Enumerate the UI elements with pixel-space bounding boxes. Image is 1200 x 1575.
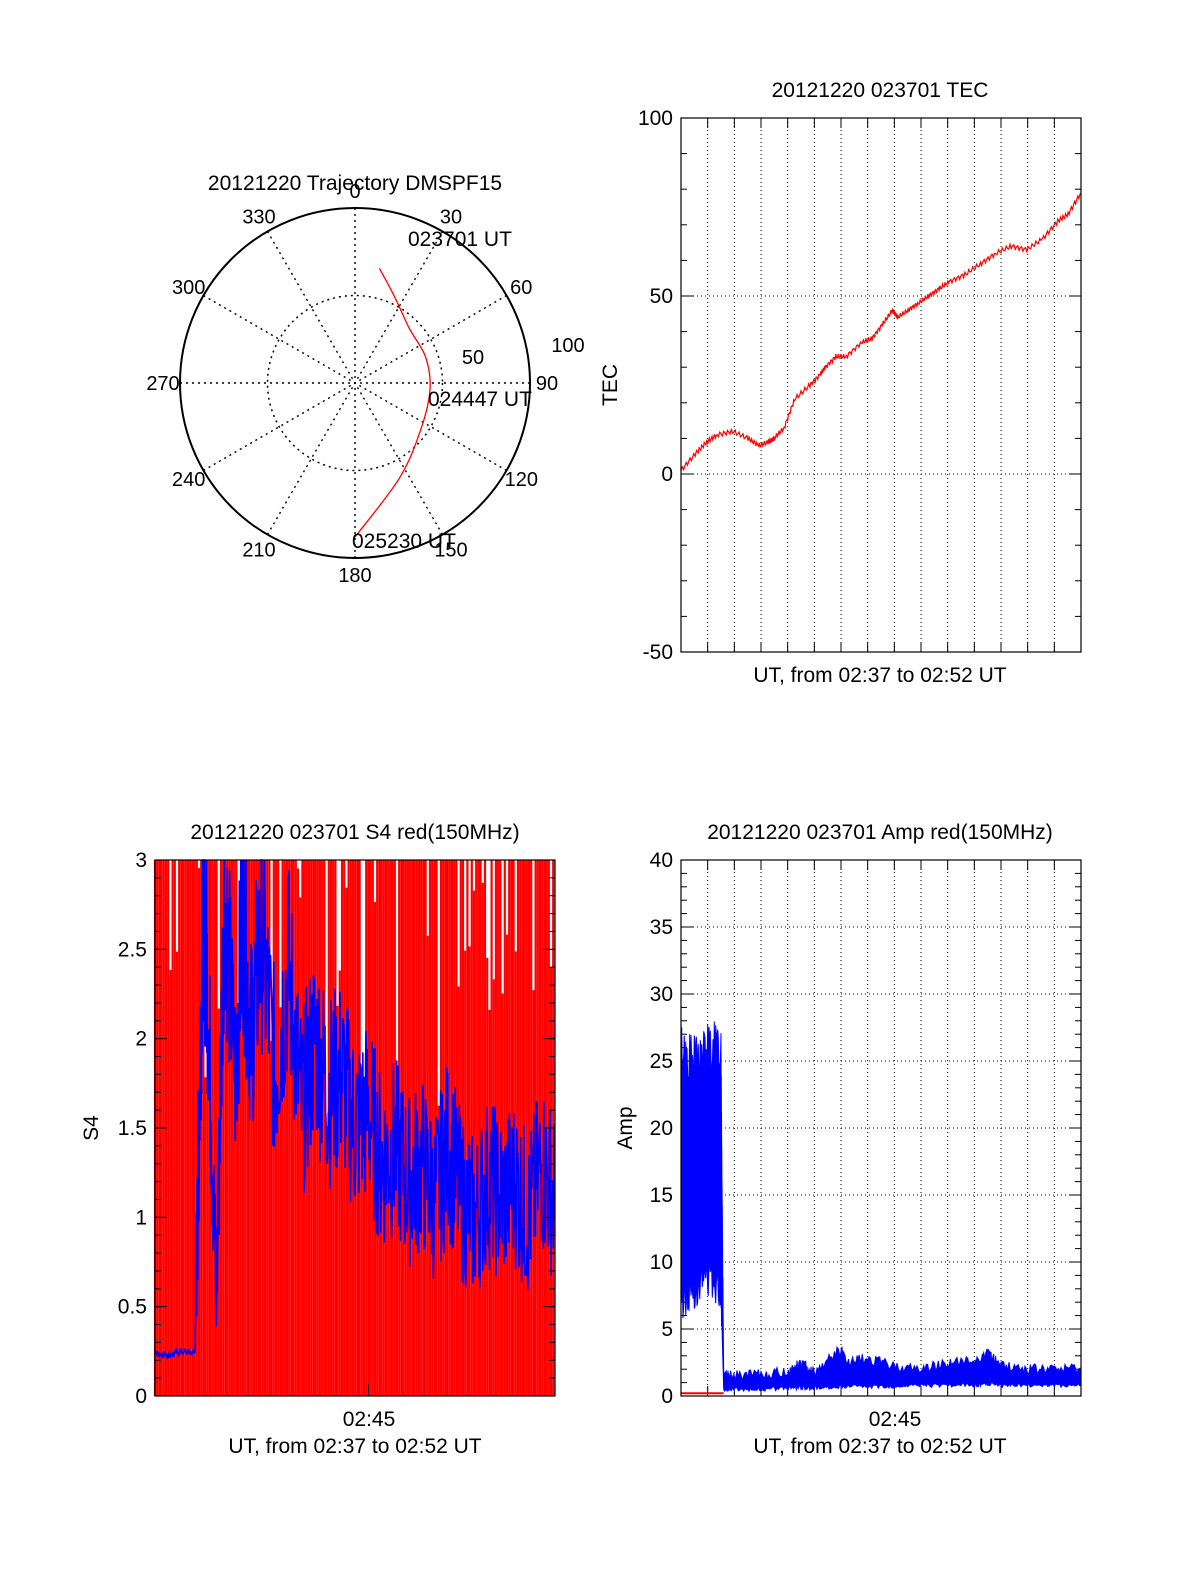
trajectory-start-label: 023701 UT [408,228,512,251]
amp-ytick-label: 30 [650,983,673,1006]
tec-title: 20121220 023701 TEC [772,79,989,102]
s4-ytick-label: 1.5 [118,1117,147,1140]
amp-ytick-label: 40 [650,849,673,872]
s4-ytick-label: 2 [135,1028,147,1051]
trajectory-end-label: 025230 UT [352,530,456,553]
amp-chart: 20121220 023701 Amp red(150MHz) 0 5 10 15 20… [614,821,1082,1458]
polar-angle-label-210: 210 [242,539,275,561]
polar-angle-label-90: 90 [536,373,558,395]
s4-blue-series [154,859,556,1360]
tec-chart: 20121220 023701 TEC -50 0 50 100 UT, from 0… [599,79,1082,687]
s4-ytick-label: 0 [135,1385,147,1408]
polar-angle-label-60: 60 [510,277,532,299]
tec-ytick-label: 50 [650,285,673,308]
s4-ytick-label: 2.5 [118,938,147,961]
polar-title: 20121220 Trajectory DMSPF15 [208,172,502,195]
s4-title: 20121220 023701 S4 red(150MHz) [190,821,519,844]
trajectory-mid-label: 024447 UT [428,388,532,411]
s4-ytick-label: 3 [135,849,147,872]
polar-radius-label-50: 50 [462,347,484,369]
s4-ylabel: S4 [80,1115,103,1141]
amp-ytick-label: 35 [650,916,673,939]
amp-ytick-label: 5 [661,1318,673,1341]
amp-ytick-label: 0 [661,1385,673,1408]
s4-xlabel: UT, from 02:37 to 02:52 UT [228,1435,481,1458]
polar-trajectory-chart: 20121220 Trajectory DMSPF15 0 30 60 90 120 15… [146,172,584,587]
polar-angle-label-300: 300 [172,277,205,299]
tec-ytick-label: 0 [661,463,673,486]
polar-radius-label-100: 100 [551,335,584,357]
polar-spoke-150 [266,231,444,535]
amp-ytick-label: 25 [650,1050,673,1073]
amp-ytick-label: 10 [650,1251,673,1274]
amp-xtick-0245: 02:45 [869,1408,922,1431]
polar-angle-label-180: 180 [338,565,371,587]
s4-chart: 20121220 023701 S4 red(150MHz) 0 0.5 1 1.5 2… [80,821,556,1458]
tec-ytick-label: -50 [643,641,673,664]
amp-blue-series [680,1021,1082,1393]
amp-ytick-label: 20 [650,1117,673,1140]
amp-plot-frame [680,859,1082,1397]
polar-angle-label-30: 30 [440,207,462,229]
tec-ytick-label: 100 [638,107,673,130]
polar-angle-label-240: 240 [172,469,205,491]
s4-ytick-label: 0.5 [118,1296,147,1319]
amp-ylabel: Amp [614,1106,637,1149]
polar-angle-label-330: 330 [242,207,275,229]
amp-ytick-label: 15 [650,1184,673,1207]
s4-xtick-0245: 02:45 [343,1408,396,1431]
polar-angle-label-0: 0 [349,181,360,203]
polar-trajectory-line [354,267,431,538]
tec-xlabel: UT, from 02:37 to 02:52 UT [753,664,1006,687]
tec-series-line [680,192,1082,472]
amp-xlabel: UT, from 02:37 to 02:52 UT [753,1435,1006,1458]
amp-title: 20121220 023701 Amp red(150MHz) [707,821,1053,844]
polar-angle-label-270: 270 [146,373,179,395]
polar-angle-label-150: 150 [434,539,467,561]
polar-inner-circle [266,294,444,472]
s4-plot-frame [154,859,556,1397]
tec-ylabel: TEC [599,364,622,406]
polar-angle-label-120: 120 [505,469,538,491]
tec-plot-frame [680,117,1082,653]
s4-ytick-label: 1 [135,1206,147,1229]
